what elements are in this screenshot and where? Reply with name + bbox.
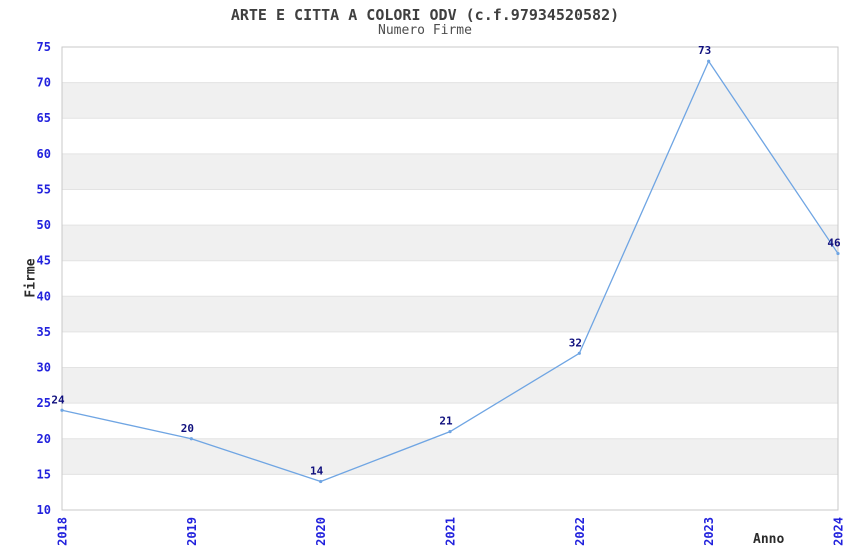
y-tick-label: 45 (37, 254, 51, 268)
grid-band (62, 153, 838, 190)
y-tick-label: 15 (37, 467, 51, 481)
grid-band (62, 296, 838, 332)
x-tick-label: 2024 (832, 517, 846, 546)
data-point (448, 430, 452, 434)
data-point (577, 351, 581, 355)
y-tick-label: 65 (37, 111, 51, 125)
x-tick-label: 2023 (702, 517, 716, 546)
data-point-label: 32 (569, 336, 582, 349)
x-tick-label: 2019 (185, 517, 199, 546)
x-tick-label: 2020 (314, 517, 328, 546)
data-point (707, 59, 711, 63)
chart-subtitle: Numero Firme (378, 23, 472, 38)
grid-band (62, 225, 838, 261)
y-tick-label: 40 (37, 289, 51, 303)
chart-title: ARTE E CITTA A COLORI ODV (c.f.979345205… (230, 6, 620, 24)
y-tick-label: 50 (37, 218, 51, 232)
y-tick-label: 70 (37, 76, 51, 90)
data-point (836, 251, 840, 256)
grid-band (62, 438, 838, 475)
data-point-label: 24 (51, 393, 65, 406)
x-axis-label: Anno (753, 532, 785, 547)
y-tick-label: 35 (37, 325, 51, 339)
x-tick-label: 2022 (573, 517, 587, 546)
y-tick-label: 55 (37, 182, 51, 196)
grid-band (62, 82, 838, 119)
x-tick-label: 2018 (56, 517, 70, 546)
y-tick-label: 75 (37, 40, 51, 54)
data-point-label: 21 (439, 415, 453, 428)
y-tick-label: 60 (37, 147, 51, 161)
data-point (319, 479, 323, 484)
data-point (60, 408, 64, 412)
y-tick-label: 20 (37, 432, 51, 446)
data-point-label: 46 (827, 237, 841, 250)
data-point-label: 14 (310, 465, 324, 478)
data-point-label: 20 (181, 422, 194, 435)
y-tick-label: 10 (37, 503, 51, 517)
data-point-label: 73 (698, 44, 711, 57)
y-tick-label: 30 (37, 361, 51, 375)
data-point (189, 437, 193, 441)
x-tick-label: 2021 (444, 517, 458, 546)
plot-border (61, 46, 839, 511)
grid-band (62, 367, 838, 404)
y-tick-label: 25 (37, 396, 51, 410)
